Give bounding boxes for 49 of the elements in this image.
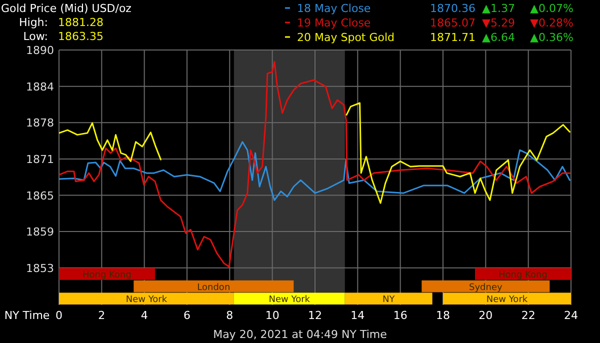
x-tick-label: 8 (226, 309, 234, 322)
y-tick-label: 1878 (26, 116, 54, 130)
band-label: Sydney (469, 282, 503, 293)
text: ▲6.64 (482, 31, 515, 44)
chart-title: Gold Price (Mid) USD/oz (1, 2, 132, 15)
text: Low: (23, 30, 48, 43)
x-tick-label: 0 (56, 309, 62, 322)
text: ▲0.36% (530, 31, 574, 44)
text: 1870.36 (430, 2, 476, 15)
legend-label: 20 May Spot Gold (297, 31, 395, 44)
band-label: New York (486, 295, 528, 306)
text: 1881.28 (58, 16, 104, 29)
y-tick-label: 1890 (26, 44, 54, 57)
y-tick-label: 1859 (26, 226, 54, 239)
text: ▼0.28% (530, 16, 574, 30)
band-label: Hong Kong (82, 270, 132, 281)
band-label: Hong Kong (498, 270, 548, 281)
text: 1871.71 (430, 31, 476, 44)
x-tick-label: 24 (564, 309, 578, 322)
x-tick-label: 16 (393, 309, 408, 322)
band-label: London (197, 282, 230, 293)
x-axis-title: NY Time (4, 309, 50, 322)
x-tick-label: 14 (350, 309, 365, 322)
x-tick-label: 18 (436, 309, 450, 322)
line-series (59, 141, 570, 201)
legend-label: 19 May Close (297, 16, 371, 30)
text: 1863.35 (58, 30, 104, 43)
legend-label: 18 May Close (297, 2, 371, 15)
x-tick-label: 12 (308, 309, 322, 322)
text: ▼5.29 (482, 16, 515, 30)
band-label: NY (382, 295, 396, 306)
text: 1865.07 (430, 16, 476, 30)
y-tick-label: 1871 (26, 152, 54, 166)
y-tick-label: 1884 (26, 80, 54, 94)
x-tick-label: 4 (140, 309, 148, 322)
x-tick-label: 22 (521, 309, 536, 322)
band-label: New York (126, 295, 168, 306)
line-series (59, 61, 570, 268)
x-tick-label: 2 (98, 309, 106, 322)
y-tick-label: 1853 (26, 262, 54, 275)
text: May 20, 2021 at 04:49 NY Time (213, 328, 388, 341)
x-tick-label: 20 (478, 309, 493, 322)
text: ▲0.07% (530, 2, 574, 15)
text: High: (19, 16, 48, 29)
x-tick-label: 6 (184, 309, 190, 322)
text: ▲1.37 (482, 2, 515, 15)
x-tick-label: 10 (265, 309, 280, 322)
y-tick-label: 1865 (26, 189, 54, 202)
band-label: New York (268, 295, 311, 306)
